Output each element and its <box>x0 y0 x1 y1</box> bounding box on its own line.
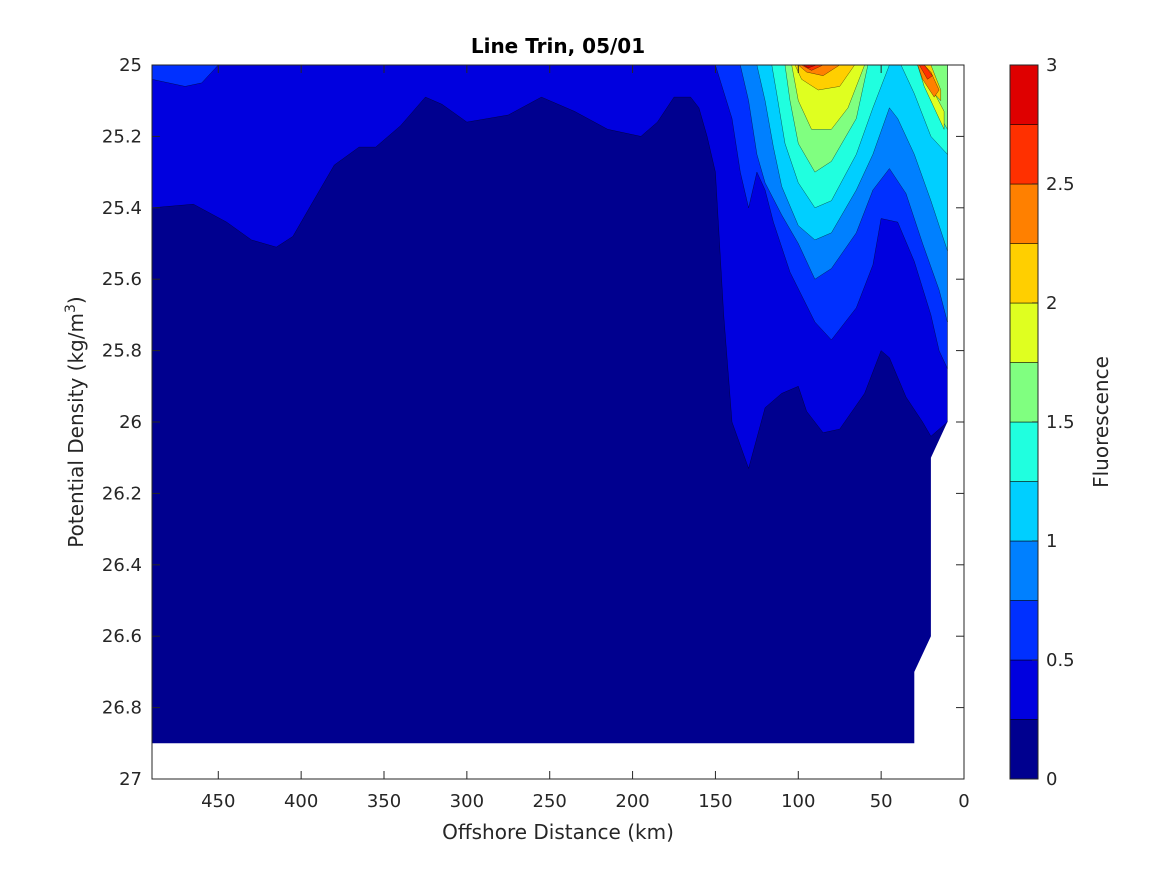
x-tick-label: 0 <box>958 791 969 812</box>
y-tick-label: 26.6 <box>102 626 142 647</box>
y-axis-label: Potential Density (kg/m3) <box>63 296 88 547</box>
y-tick-label: 26.4 <box>102 555 142 576</box>
colorbar-tick-label: 1 <box>1046 531 1057 552</box>
x-tick-label: 100 <box>781 791 815 812</box>
colorbar: 0 0.5 1 1.5 2 2.5 3 <box>1009 55 1075 790</box>
x-tick-label: 200 <box>615 791 649 812</box>
colorbar-tick-label: 0.5 <box>1046 650 1075 671</box>
colorbar-swatch <box>1009 243 1039 304</box>
x-axis-label: Offshore Distance (km) <box>442 820 674 844</box>
colorbar-tick-label: 1.5 <box>1046 412 1075 433</box>
y-tick-label: 27 <box>119 769 142 790</box>
colorbar-swatch <box>1009 600 1039 661</box>
colorbar-tick-label: 3 <box>1046 55 1057 76</box>
x-tick-label: 50 <box>870 791 893 812</box>
y-tick-label: 25.4 <box>102 198 142 219</box>
contour-fill-level-2.75 <box>802 65 817 69</box>
x-axis: 450 400 350 300 250 200 150 100 50 0 <box>201 65 970 812</box>
y-tick-label: 26.2 <box>102 483 142 504</box>
y-tick-label: 25 <box>119 55 142 76</box>
y-tick-label: 25.2 <box>102 126 142 147</box>
y-tick-label: 26.8 <box>102 698 142 719</box>
colorbar-tick-label: 2 <box>1046 293 1057 314</box>
colorbar-swatch <box>1009 64 1039 125</box>
contour-fill-level-2.5 <box>919 65 933 80</box>
x-tick-label: 300 <box>450 791 484 812</box>
x-tick-label: 250 <box>533 791 567 812</box>
colorbar-swatch <box>1009 719 1039 780</box>
colorbar-swatch <box>1009 540 1039 601</box>
y-tick-label: 25.8 <box>102 341 142 362</box>
colorbar-label: Fluorescence <box>1089 356 1113 488</box>
y-axis: 25 25.2 25.4 25.6 25.8 26 26.2 26.4 26.6 26.8 27 <box>102 55 964 790</box>
x-tick-label: 350 <box>367 791 401 812</box>
colorbar-swatch <box>1009 124 1039 185</box>
colorbar-swatch <box>1009 659 1039 720</box>
x-tick-label: 450 <box>201 791 235 812</box>
contour-fill-level-0.5 <box>152 65 948 369</box>
colorbar-swatch <box>1009 362 1039 423</box>
colorbar-tick-label: 0 <box>1046 769 1057 790</box>
colorbar-swatch <box>1009 183 1039 244</box>
x-tick-label: 400 <box>284 791 318 812</box>
colorbar-tick-label: 2.5 <box>1046 174 1075 195</box>
contour-layers <box>152 65 948 470</box>
y-tick-label: 26 <box>119 412 142 433</box>
y-tick-label: 25.6 <box>102 269 142 290</box>
y-axis-label-superscript: 3 <box>63 304 79 313</box>
colorbar-swatch <box>1009 421 1039 482</box>
colorbar-swatch <box>1009 481 1039 542</box>
x-tick-label: 150 <box>698 791 732 812</box>
y-axis-label-main: Potential Density (kg/m <box>64 313 88 548</box>
chart-title: Line Trin, 05/01 <box>471 34 645 58</box>
colorbar-swatch <box>1009 302 1039 363</box>
y-axis-label-close: ) <box>64 296 88 304</box>
contour-fill-level-2.25 <box>917 65 940 98</box>
